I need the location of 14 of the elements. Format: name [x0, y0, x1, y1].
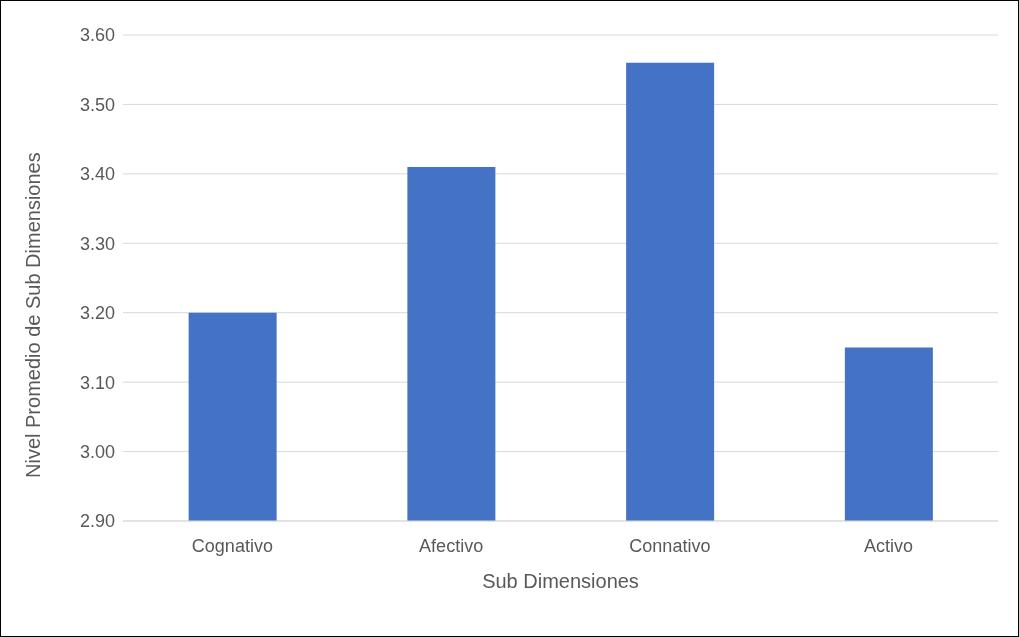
- y-tick-label: 3.10: [79, 372, 115, 393]
- y-tick-label: 3.00: [79, 441, 115, 462]
- y-tick-label: 2.90: [79, 511, 115, 532]
- x-tick-label: Afectivo: [419, 535, 484, 556]
- x-axis-title: Sub Dimensiones: [482, 570, 639, 592]
- y-tick-label: 3.50: [79, 94, 115, 115]
- x-tick-label: Connativo: [629, 535, 711, 556]
- y-tick-label: 3.30: [79, 233, 115, 254]
- y-tick-label: 3.40: [79, 164, 115, 185]
- y-tick-label: 3.60: [79, 25, 115, 46]
- x-tick-label: Cognativo: [191, 535, 273, 556]
- x-tick-label: Activo: [864, 535, 914, 556]
- y-axis-title: Nivel Promedio de Sub Dimensiones: [22, 152, 45, 478]
- y-tick-label: 3.20: [79, 303, 115, 324]
